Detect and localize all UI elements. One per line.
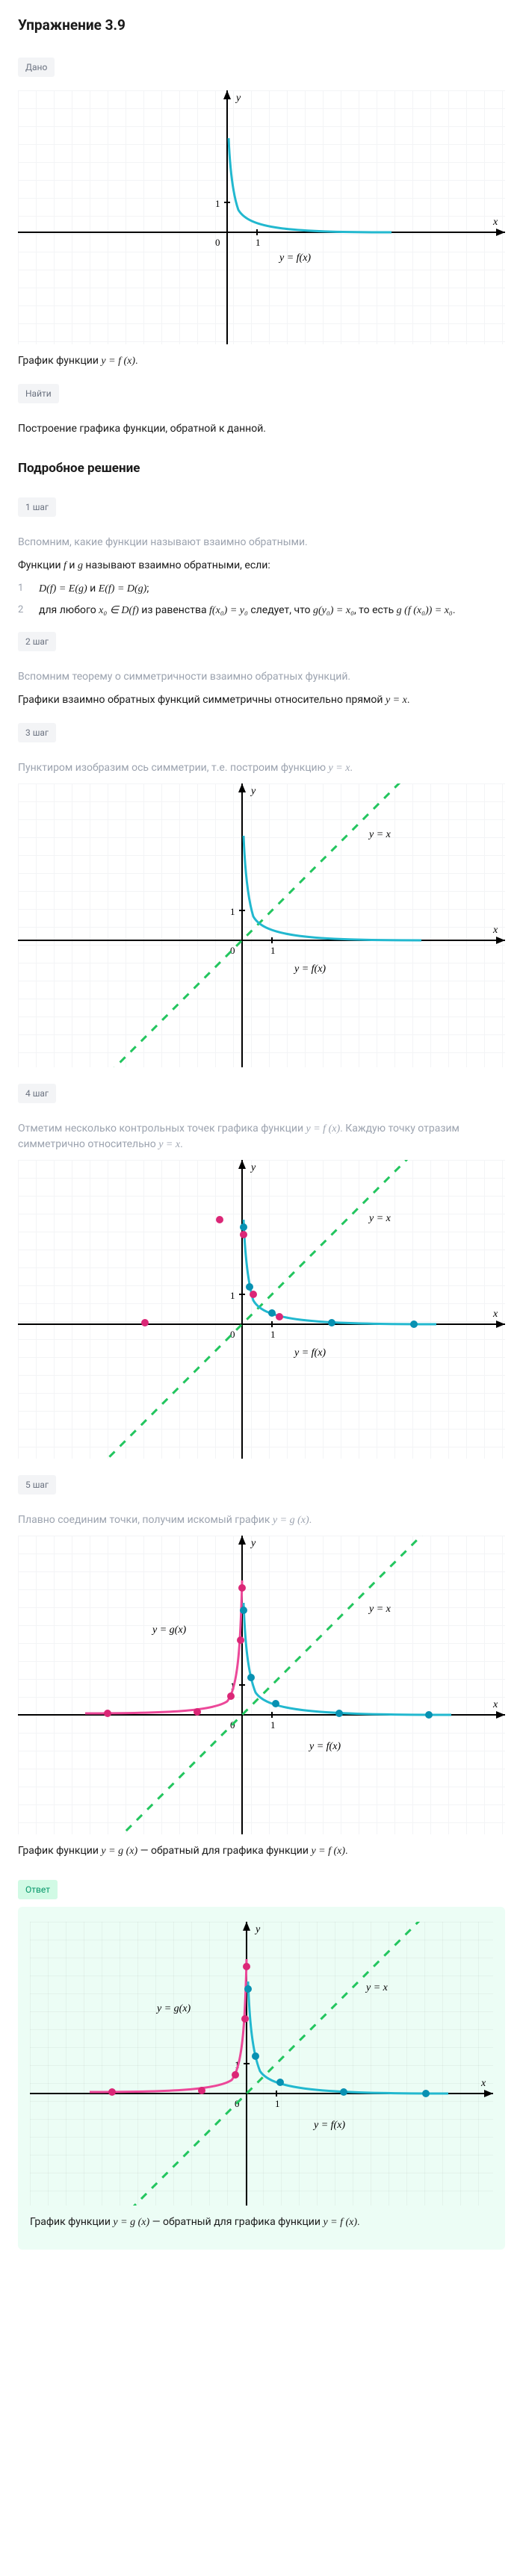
y-tick-1: 1 xyxy=(215,198,220,209)
step4-text: Отметим несколько контрольных точек граф… xyxy=(18,1121,505,1152)
step2-intro: Вспомним теорему о симметричности взаимн… xyxy=(18,669,505,685)
point-g xyxy=(276,1313,283,1320)
step5-text: Плавно соединим точки, получим искомый г… xyxy=(18,1512,505,1528)
point-g xyxy=(250,1291,257,1298)
step3-text: Пунктиром изобразим ось симметрии, т.е. … xyxy=(18,760,505,776)
step1-def: Функции f и g называют взаимно обратными… xyxy=(18,558,505,574)
svg-text:y = f(x): y = f(x) xyxy=(308,1741,341,1752)
chart-step5: 1 1 0 x y y = x y = f(x) y = g(x) xyxy=(18,1536,505,1834)
svg-text:y = f(x): y = f(x) xyxy=(293,1347,326,1359)
x-tick-1: 1 xyxy=(256,237,261,248)
svg-text:1: 1 xyxy=(275,2098,280,2109)
badge-step1: 1 шаг xyxy=(18,497,56,517)
point-f xyxy=(246,1283,253,1291)
svg-text:x: x xyxy=(492,1699,498,1710)
svg-text:1: 1 xyxy=(270,1719,276,1731)
step1-item2: для любого x₀ ∈ D(f) из равенства f(x₀) … xyxy=(18,603,505,618)
svg-text:y = x: y = x xyxy=(368,1213,392,1224)
g-label: y = g(x) xyxy=(151,1624,187,1636)
point-f xyxy=(410,1320,418,1328)
badge-given: Дано xyxy=(18,58,55,77)
svg-text:y: y xyxy=(254,1924,261,1935)
curve-g xyxy=(85,1580,242,1713)
curve-f xyxy=(229,138,392,232)
origin-label: 0 xyxy=(215,237,220,248)
svg-text:y: y xyxy=(250,1162,256,1173)
detailed-heading: Подробное решение xyxy=(18,459,505,479)
badge-step4: 4 шаг xyxy=(18,1084,56,1103)
chart-step4-svg: 1 1 0 x y y = x y = f(x) xyxy=(18,1160,505,1459)
chart-answer-svg: 1 1 0 x y y = x y = f(x) y = g(x) xyxy=(30,1922,493,2206)
point-f xyxy=(328,1319,335,1326)
point-f xyxy=(268,1309,276,1317)
point-g xyxy=(141,1319,149,1326)
svg-text:y = x: y = x xyxy=(368,1604,392,1615)
given-text: График функции y = f (x). xyxy=(18,353,505,369)
chart-given: 1 1 0 x y y = f(x) xyxy=(18,90,505,344)
step2-theorem: Графики взаимно обратных функций симметр… xyxy=(18,692,505,708)
svg-text:1: 1 xyxy=(270,1329,276,1340)
point-g xyxy=(216,1216,223,1223)
svg-text:1: 1 xyxy=(230,906,235,917)
svg-text:x: x xyxy=(480,2078,486,2089)
chart-step5-svg: 1 1 0 x y y = x y = f(x) y = g(x) xyxy=(18,1536,505,1834)
svg-text:y = f(x): y = f(x) xyxy=(293,963,326,975)
x-axis-label: x xyxy=(492,217,498,228)
diag-line xyxy=(78,783,436,1067)
chart-step3: 1 1 0 x y y = x y = f(x) xyxy=(18,783,505,1067)
answer-text: График функции y = g (x) — обратный для … xyxy=(30,2215,493,2230)
svg-text:y: y xyxy=(250,786,256,797)
svg-text:y = f(x): y = f(x) xyxy=(312,2120,345,2131)
step1-list: D(f) = E(g) и E(f) = D(g); для любого x₀… xyxy=(18,581,505,618)
answer-block: 1 1 0 x y y = x y = f(x) y = g(x) xyxy=(18,1907,505,2250)
svg-text:1: 1 xyxy=(270,945,276,956)
badge-answer: Ответ xyxy=(18,1880,58,1899)
page-title: Упражнение 3.9 xyxy=(18,15,505,37)
svg-text:x: x xyxy=(492,1309,498,1320)
step1-item1: D(f) = E(g) и E(f) = D(g); xyxy=(18,581,505,597)
badge-step3: 3 шаг xyxy=(18,723,56,742)
badge-step5: 5 шаг xyxy=(18,1475,56,1495)
svg-text:x: x xyxy=(492,925,498,936)
diag-label: y = x xyxy=(368,829,392,840)
chart-step4: 1 1 0 x y y = x y = f(x) xyxy=(18,1160,505,1459)
f-label: y = f(x) xyxy=(278,252,311,264)
find-text: Построение графика функции, обратной к д… xyxy=(18,421,505,437)
chart-given-svg: 1 1 0 x y y = f(x) xyxy=(18,90,505,344)
point-f xyxy=(240,1223,247,1231)
svg-text:0: 0 xyxy=(230,945,235,956)
badge-find: Найти xyxy=(18,384,59,403)
chart-answer: 1 1 0 x y y = x y = f(x) y = g(x) xyxy=(30,1922,493,2206)
step1-intro: Вспомним, какие функции называют взаимно… xyxy=(18,535,505,550)
badge-step2: 2 шаг xyxy=(18,632,56,651)
point-g xyxy=(240,1231,247,1238)
svg-text:y = x: y = x xyxy=(365,1982,389,1993)
final-text: График функции y = g (x) — обратный для … xyxy=(18,1843,505,1859)
svg-text:1: 1 xyxy=(230,1290,235,1301)
svg-text:y: y xyxy=(250,1538,256,1549)
chart-step3-svg: 1 1 0 x y y = x y = f(x) xyxy=(18,783,505,1067)
svg-text:y = g(x): y = g(x) xyxy=(155,2003,191,2014)
svg-text:0: 0 xyxy=(230,1329,235,1340)
y-axis-label: y xyxy=(235,93,241,104)
